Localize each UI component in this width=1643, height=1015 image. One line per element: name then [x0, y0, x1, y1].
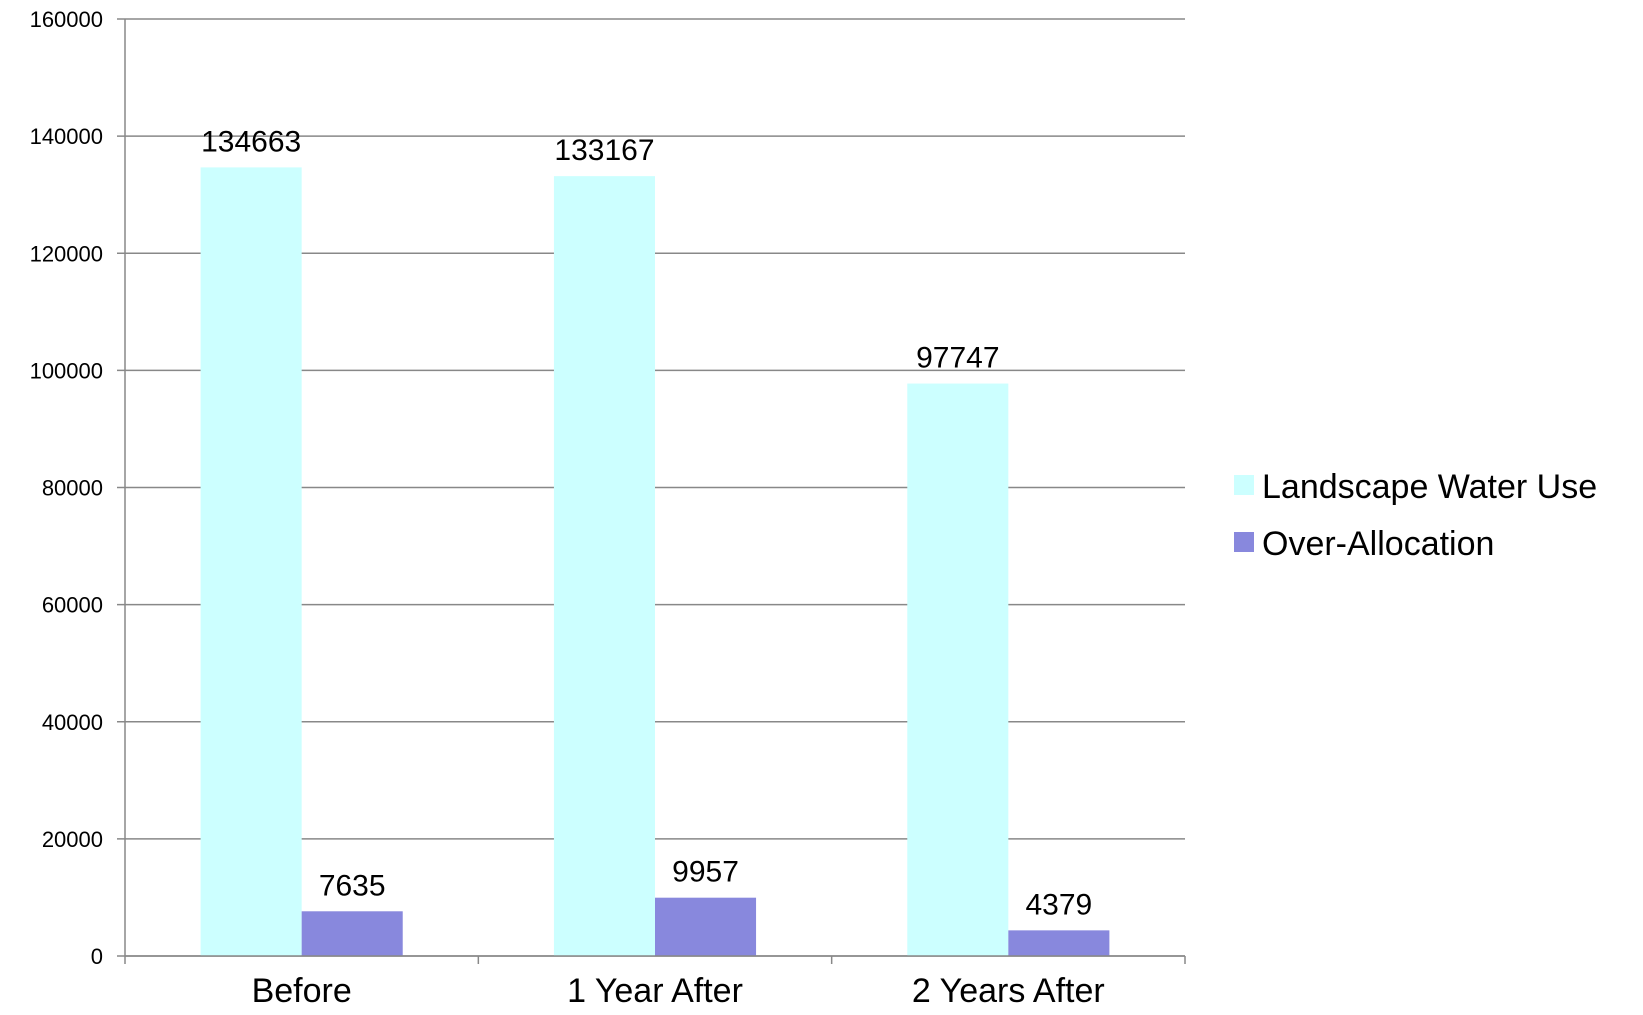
- y-tick-label: 20000: [42, 827, 103, 852]
- y-tick-label: 0: [91, 944, 103, 969]
- x-tick-label: 1 Year After: [567, 972, 743, 1010]
- bars: [200, 167, 1110, 957]
- legend-label: Over-Allocation: [1262, 525, 1494, 563]
- data-labels: 134663 7635 133167 9957 97747 4379: [201, 125, 1092, 921]
- data-label: 134663: [201, 125, 301, 158]
- bar-over-allocation: [301, 911, 403, 956]
- data-label: 7635: [319, 869, 386, 902]
- bar-landscape-water-use: [200, 167, 302, 956]
- y-tick-label: 160000: [30, 7, 103, 32]
- data-label: 9957: [672, 856, 739, 889]
- data-label: 133167: [554, 134, 654, 167]
- legend-swatch: [1234, 532, 1254, 552]
- y-tick-label: 100000: [30, 358, 103, 383]
- legend: Landscape Water Use Over-Allocation: [1234, 468, 1597, 563]
- y-tick-label: 120000: [30, 241, 103, 266]
- y-tick-label: 40000: [42, 710, 103, 735]
- bar-over-allocation: [655, 897, 757, 956]
- bar-over-allocation: [1008, 930, 1110, 956]
- y-tick-label: 60000: [42, 593, 103, 618]
- legend-label: Landscape Water Use: [1262, 468, 1597, 506]
- data-label: 97747: [916, 342, 999, 375]
- legend-swatch: [1234, 475, 1254, 495]
- data-label: 4379: [1025, 888, 1092, 921]
- x-tick-label: Before: [252, 972, 352, 1010]
- y-tick-label: 80000: [42, 476, 103, 501]
- bar-landscape-water-use: [553, 176, 655, 957]
- axes: 0 20000 40000 60000 80000 100000 120000 140000 1…: [30, 7, 1186, 1010]
- x-tick-label: 2 Years After: [912, 972, 1105, 1010]
- bar-landscape-water-use: [907, 383, 1009, 957]
- y-tick-label: 140000: [30, 124, 103, 149]
